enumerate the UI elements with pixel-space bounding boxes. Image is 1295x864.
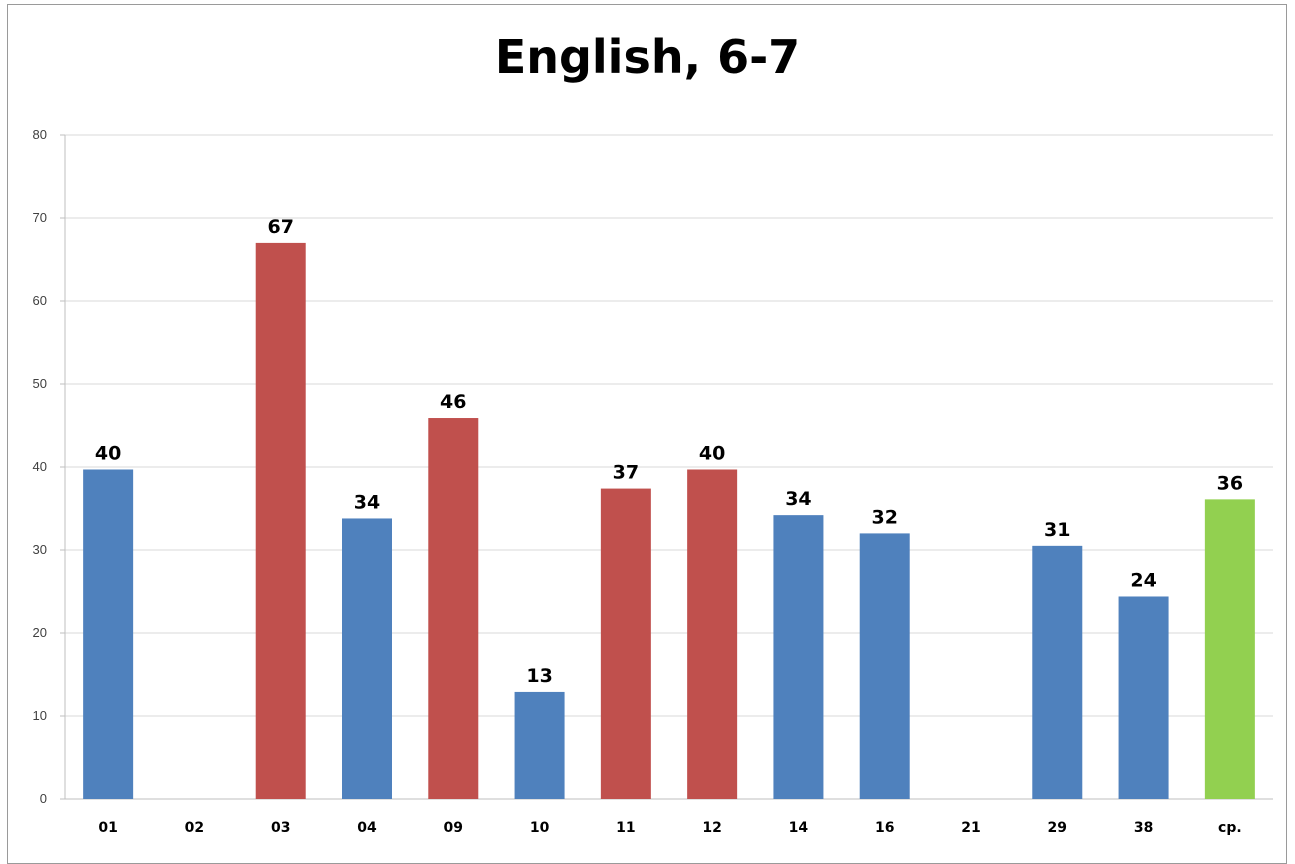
bar-14 <box>773 515 824 799</box>
y-tick-label: 30 <box>33 542 47 557</box>
x-tick-label: 11 <box>616 820 635 836</box>
data-label: 40 <box>95 442 121 464</box>
x-tick-label: 14 <box>789 820 809 836</box>
x-tick-label: 09 <box>444 820 463 836</box>
bar-10 <box>514 691 565 799</box>
bar-38 <box>1118 596 1169 799</box>
x-tick-label: 03 <box>271 820 290 836</box>
x-tick-label: ср. <box>1218 820 1242 836</box>
y-tick-label: 20 <box>33 625 47 640</box>
x-tick-label: 16 <box>875 820 894 836</box>
data-label: 46 <box>440 391 466 413</box>
y-tick-label: 40 <box>33 459 47 474</box>
data-label: 13 <box>526 665 552 687</box>
data-labels: 40 67 34 46 13 37 40 34 32 31 24 36 <box>95 216 1243 687</box>
y-tick-label: 80 <box>33 127 47 142</box>
data-label: 40 <box>699 442 725 464</box>
bar-11 <box>600 488 651 799</box>
bar-03 <box>255 242 306 799</box>
x-tick-label: 21 <box>961 820 980 836</box>
bar-ср. <box>1204 499 1255 799</box>
y-tick-label: 70 <box>33 210 47 225</box>
x-tick-label: 04 <box>357 820 377 836</box>
y-tick-label: 10 <box>33 708 47 723</box>
data-label: 34 <box>354 491 380 513</box>
x-tick-label: 12 <box>702 820 721 836</box>
x-tick-label: 02 <box>185 820 204 836</box>
bar-04 <box>342 518 392 799</box>
bar-12 <box>687 469 738 799</box>
x-axis-ticks: 01 02 03 04 09 10 11 12 14 16 21 29 38 ср. <box>98 820 1241 836</box>
data-label: 24 <box>1130 569 1156 591</box>
bar-16 <box>859 533 910 799</box>
gridlines <box>60 134 1273 800</box>
data-label: 37 <box>613 462 639 484</box>
x-tick-label: 29 <box>1048 820 1067 836</box>
bar-29 <box>1032 545 1083 799</box>
x-tick-label: 38 <box>1134 820 1153 836</box>
data-label: 32 <box>871 506 897 528</box>
bars <box>83 242 1255 799</box>
x-tick-label: 10 <box>530 820 550 836</box>
chart-title: English, 6-7 <box>494 30 801 84</box>
data-label: 67 <box>267 216 293 238</box>
data-label: 31 <box>1044 519 1070 541</box>
x-tick-label: 01 <box>98 820 117 836</box>
y-axis-ticks: 0 10 20 30 40 50 60 70 80 <box>33 127 47 806</box>
y-tick-label: 50 <box>33 376 47 391</box>
data-label: 34 <box>785 488 811 510</box>
bar-01 <box>83 469 134 799</box>
bar-09 <box>428 418 479 799</box>
y-tick-label: 0 <box>40 791 47 806</box>
data-label: 36 <box>1217 472 1243 494</box>
y-tick-label: 60 <box>33 293 47 308</box>
